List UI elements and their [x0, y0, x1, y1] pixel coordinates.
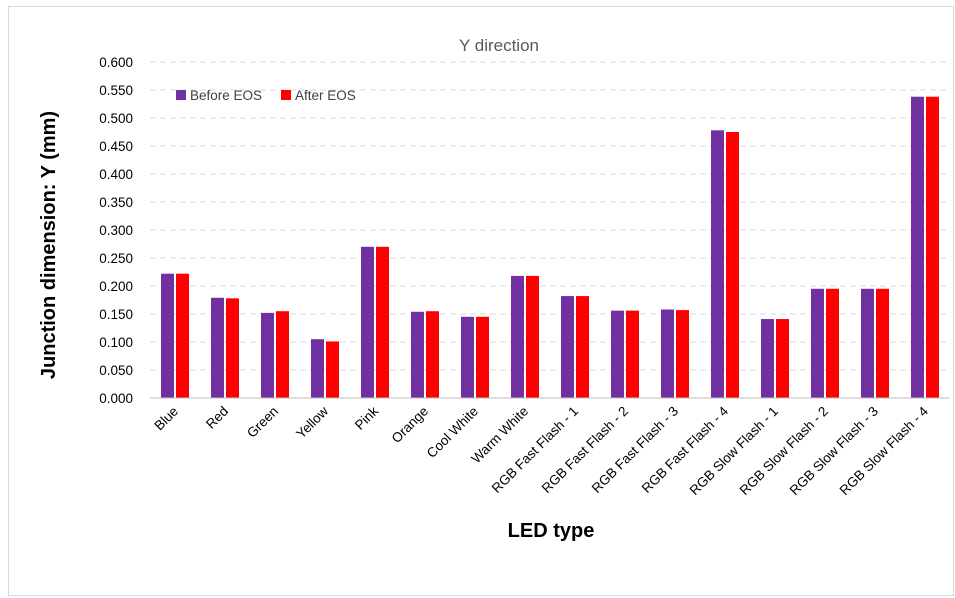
x-tick-label: Green	[244, 404, 281, 441]
x-tick-label: RGB Slow Flash - 1	[687, 404, 781, 498]
bar-after-eos	[776, 319, 789, 398]
bar-before-eos	[161, 273, 174, 398]
y-axis-title: Junction dimension: Y (mm)	[38, 111, 60, 379]
x-tick-label: RGB Fast Flash - 2	[539, 404, 631, 496]
bar-after-eos	[576, 296, 589, 398]
y-tick-label: 0.400	[99, 167, 133, 182]
bar-before-eos	[861, 288, 874, 398]
legend-swatch-after-eos	[281, 90, 291, 100]
bar-after-eos	[376, 246, 389, 398]
bar-before-eos	[711, 130, 724, 398]
bar-before-eos	[561, 296, 574, 398]
bar-before-eos	[761, 319, 774, 398]
x-tick-label: RGB Fast Flash - 1	[489, 404, 581, 496]
bar-after-eos	[826, 288, 839, 398]
x-tick-label: RGB Slow Flash - 4	[837, 403, 932, 498]
bar-after-eos	[276, 311, 289, 398]
bar-after-eos	[726, 132, 739, 398]
y-tick-label: 0.100	[99, 335, 133, 350]
bar-before-eos	[511, 275, 524, 398]
x-tick-label: RGB Fast Flash - 3	[589, 404, 681, 496]
bar-after-eos	[476, 316, 489, 398]
bar-after-eos	[676, 310, 689, 398]
bar-before-eos	[211, 297, 224, 398]
x-tick-label: Orange	[389, 404, 431, 446]
x-tick-label: Red	[203, 404, 231, 432]
bars	[161, 96, 939, 398]
bar-before-eos	[261, 312, 274, 398]
y-tick-label: 0.350	[99, 195, 133, 210]
bar-before-eos	[361, 246, 374, 398]
bar-after-eos	[926, 96, 939, 398]
chart-title: Y direction	[459, 36, 539, 55]
bar-before-eos	[811, 288, 824, 398]
legend: Before EOS After EOS	[176, 88, 356, 103]
bar-before-eos	[661, 309, 674, 398]
bar-after-eos	[326, 341, 339, 398]
x-tick-label: Blue	[151, 404, 181, 434]
y-tick-label: 0.150	[99, 307, 133, 322]
bar-before-eos	[411, 311, 424, 398]
y-tick-label: 0.600	[99, 55, 133, 70]
bar-after-eos	[226, 298, 239, 398]
y-tick-label: 0.300	[99, 223, 133, 238]
bar-after-eos	[426, 311, 439, 398]
bar-before-eos	[311, 339, 324, 398]
x-tick-label: RGB Slow Flash - 3	[787, 404, 881, 498]
x-tick-label: Pink	[352, 403, 381, 432]
bar-before-eos	[911, 96, 924, 398]
y-tick-label: 0.000	[99, 391, 133, 406]
bar-after-eos	[176, 273, 189, 398]
bar-after-eos	[526, 275, 539, 398]
bar-before-eos	[461, 316, 474, 398]
legend-label-after-eos: After EOS	[295, 88, 356, 103]
bar-after-eos	[626, 310, 639, 398]
y-tick-label: 0.050	[99, 363, 133, 378]
x-tick-label: Yellow	[293, 403, 331, 441]
y-tick-label: 0.200	[99, 279, 133, 294]
y-tick-label: 0.500	[99, 111, 133, 126]
y-tick-labels: 0.000 0.050 0.100 0.150 0.200 0.250 0.300 0.350…	[99, 55, 133, 406]
y-tick-label: 0.550	[99, 83, 133, 98]
x-axis-title: LED type	[508, 520, 595, 542]
x-tick-label: RGB Fast Flash - 4	[639, 403, 732, 496]
x-tick-label: RGB Slow Flash - 2	[737, 404, 831, 498]
bar-before-eos	[611, 310, 624, 398]
y-tick-label: 0.450	[99, 139, 133, 154]
bar-after-eos	[876, 288, 889, 398]
y-tick-label: 0.250	[99, 251, 133, 266]
legend-label-before-eos: Before EOS	[190, 88, 262, 103]
legend-swatch-before-eos	[176, 90, 186, 100]
